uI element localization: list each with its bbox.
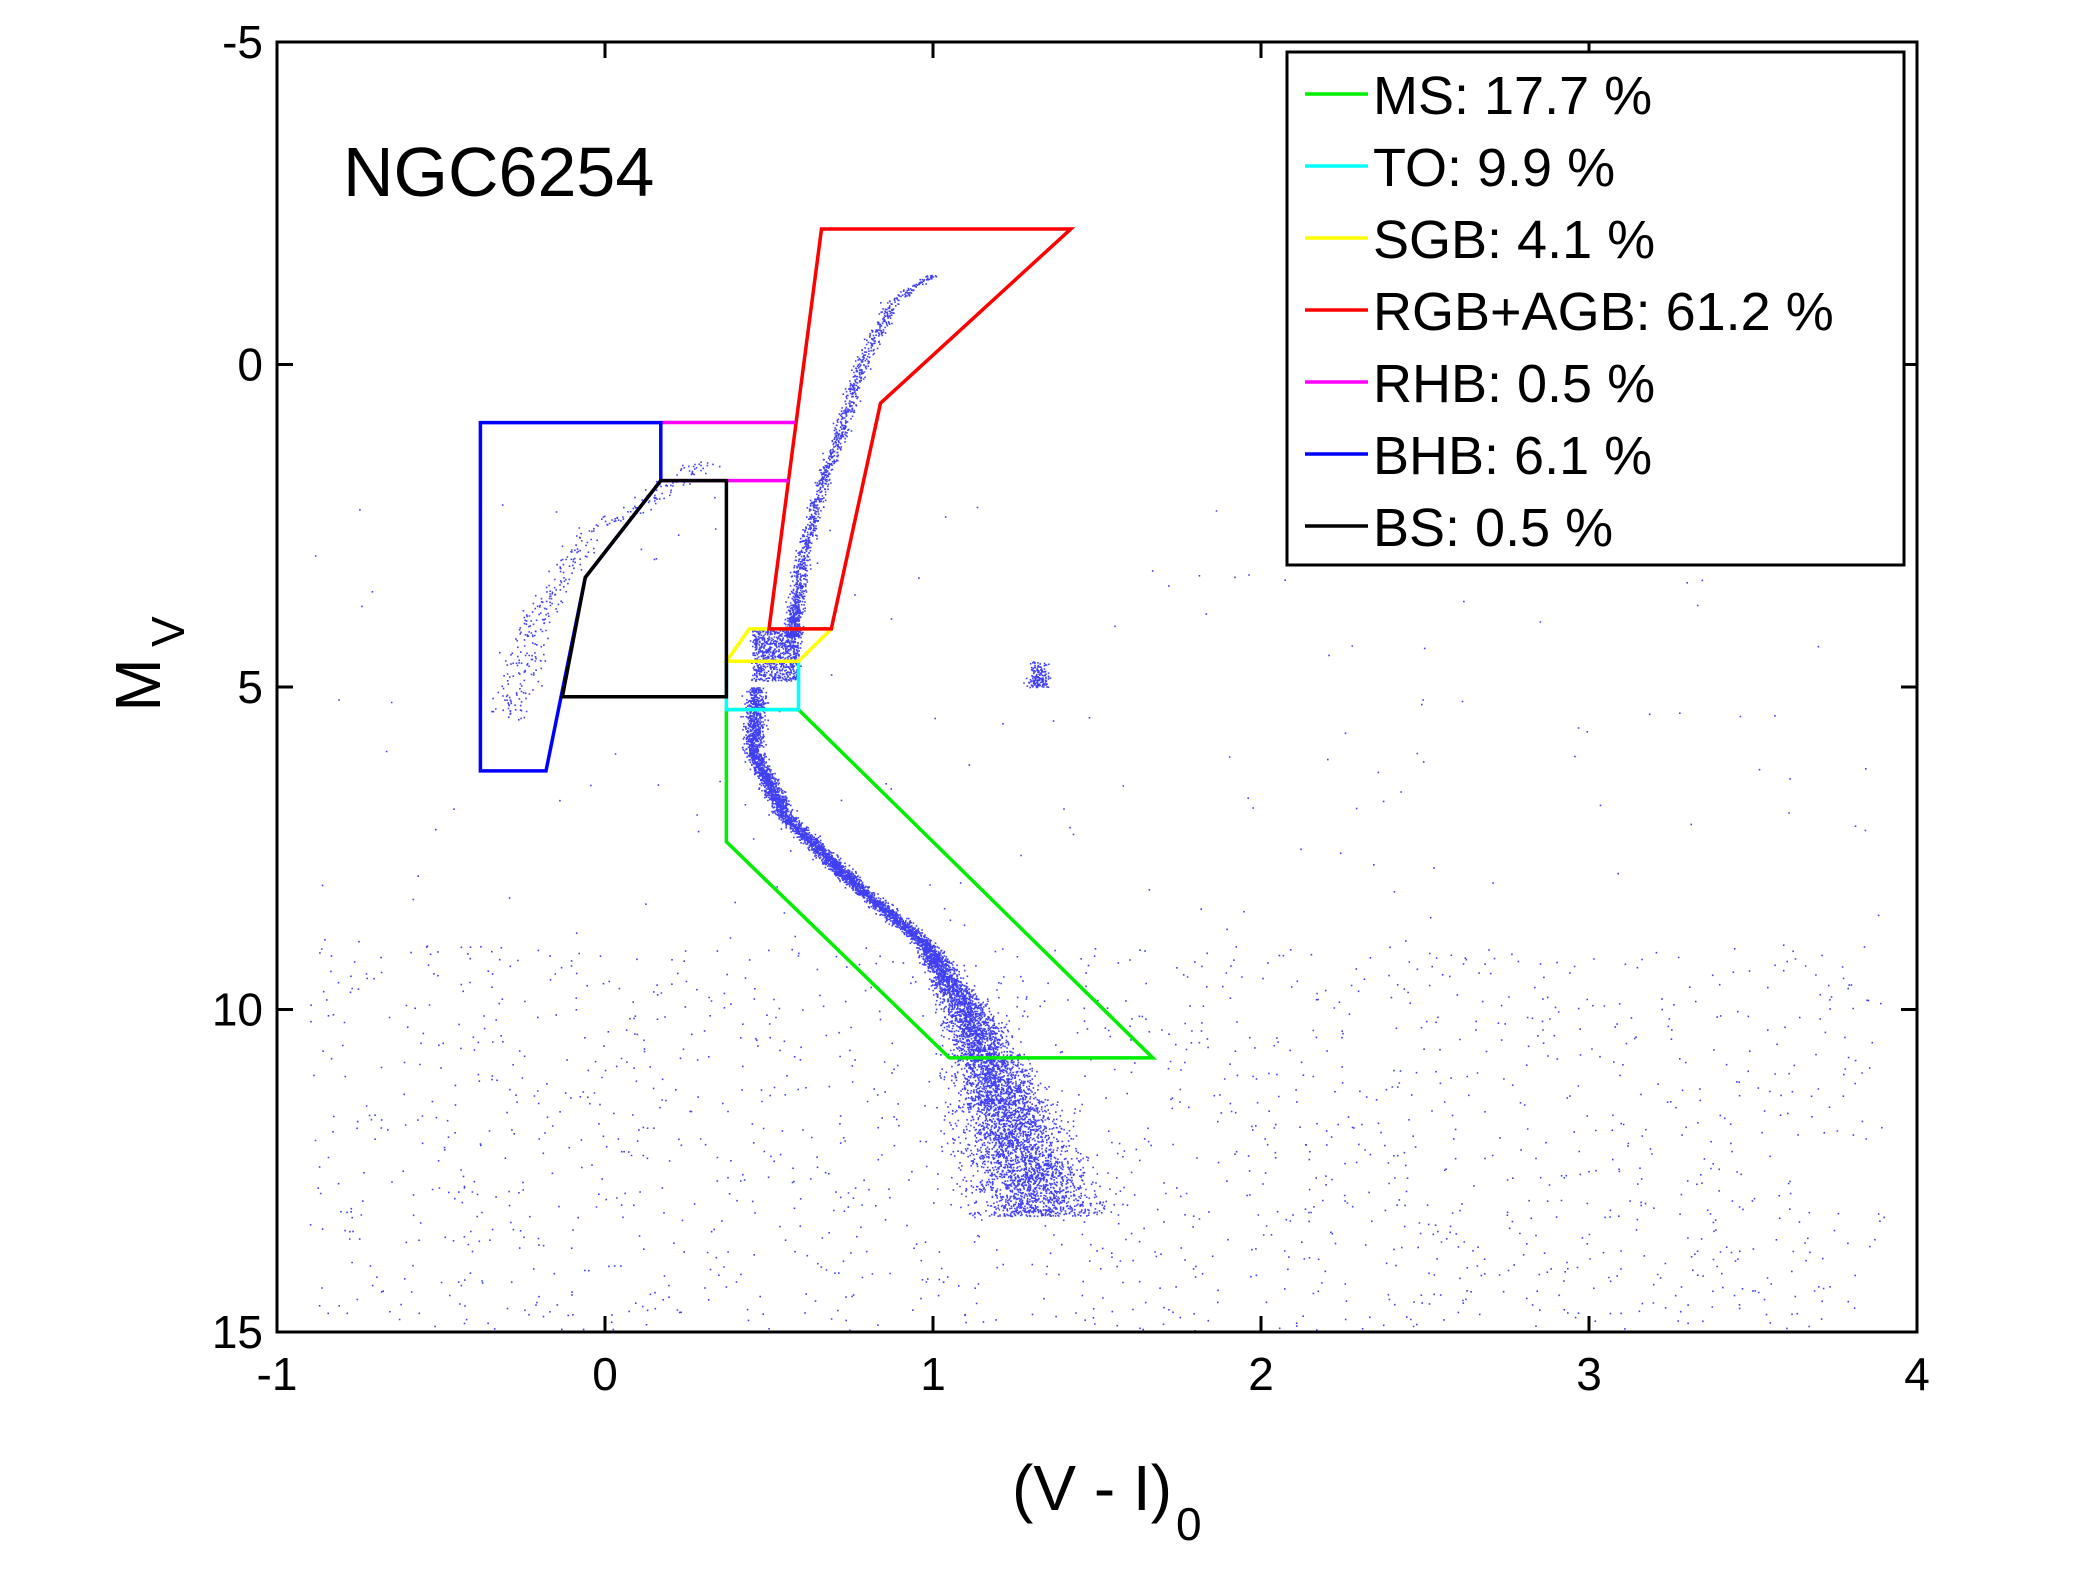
cluster-name-annotation: NGC6254 <box>343 133 654 211</box>
x-tick-label: -1 <box>257 1348 298 1400</box>
x-tick-label: 0 <box>592 1348 618 1400</box>
legend-label-rgb-agb: RGB+AGB: 61.2 % <box>1373 282 1834 342</box>
axis-ticks: -1 0 1 2 3 4 -5 0 5 10 15 <box>212 16 1930 1400</box>
legend-label-to: TO: 9.9 % <box>1373 138 1615 198</box>
y-axis-label-subscript: V <box>142 616 194 647</box>
y-tick-label: 0 <box>237 339 263 391</box>
y-axis-label: M <box>102 658 174 711</box>
x-axis-title: (V - I) 0 <box>1012 1452 1202 1550</box>
legend-box <box>1285 50 1906 567</box>
legend-label-ms: MS: 17.7 % <box>1373 66 1652 126</box>
legend-label-bhb: BHB: 6.1 % <box>1373 426 1652 486</box>
y-tick-label: -5 <box>222 16 263 68</box>
legend: MS: 17.7 % TO: 9.9 % SGB: 4.1 % RGB+AGB: 61… <box>1285 50 1906 567</box>
region-boxes <box>478 227 1158 1060</box>
y-axis-title: M V <box>102 616 194 712</box>
y-tick-label: 5 <box>237 661 263 713</box>
x-tick-label: 2 <box>1248 1348 1274 1400</box>
x-tick-label: 1 <box>920 1348 946 1400</box>
region-bs <box>560 478 729 699</box>
legend-label-rhb: RHB: 0.5 % <box>1373 354 1655 414</box>
region-rgb-agb <box>767 227 1076 631</box>
x-tick-label: 3 <box>1576 1348 1602 1400</box>
y-tick-label: 10 <box>212 984 263 1036</box>
x-axis-label-subscript: 0 <box>1176 1498 1202 1550</box>
x-axis-label: (V - I) <box>1012 1452 1172 1524</box>
legend-label-sgb: SGB: 4.1 % <box>1373 210 1655 270</box>
legend-label-bs: BS: 0.5 % <box>1373 498 1613 558</box>
y-tick-label: 15 <box>212 1306 263 1358</box>
x-tick-label: 4 <box>1904 1348 1930 1400</box>
